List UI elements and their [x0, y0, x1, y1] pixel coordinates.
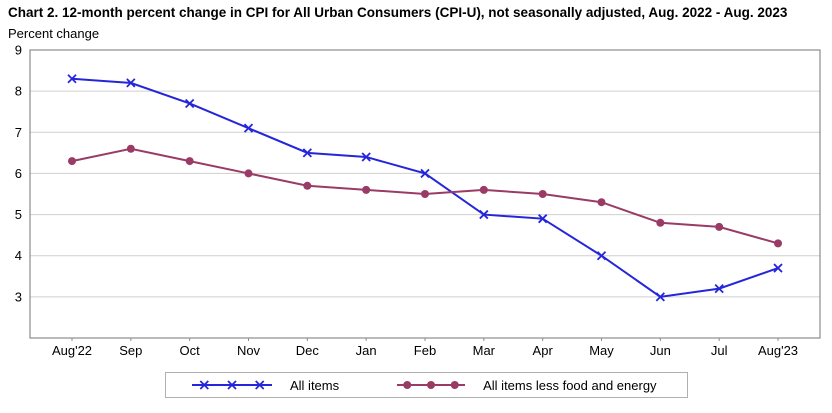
- x-tick-label: Jun: [650, 343, 671, 358]
- all-items-line-sample-icon: [192, 380, 272, 390]
- x-tick-label: Jan: [356, 343, 377, 358]
- x-tick-label: Sep: [119, 343, 142, 358]
- x-tick-label: Mar: [473, 343, 496, 358]
- legend-item-all-items: All items: [190, 378, 339, 393]
- x-tick-label: Aug'23: [758, 343, 798, 358]
- y-axis-unit-label: Percent change: [8, 26, 100, 41]
- series-line-x: [71, 77, 779, 298]
- x-tick-label: Apr: [533, 343, 554, 358]
- x-tick-label: Oct: [180, 343, 201, 358]
- core-line-sample-icon: [397, 381, 466, 389]
- chart-canvas: 3 4 5 6 7 8 9 Aug'22 Sep Oct Nov Dec Jan Feb Mar Apr May…: [15, 43, 821, 358]
- legend-label-core: All items less food and energy: [483, 377, 657, 393]
- legend-label-all-items: All items: [290, 377, 340, 393]
- x-tick-label: Feb: [414, 343, 436, 358]
- y-tick-label: 3: [15, 289, 22, 304]
- y-tick-label: 6: [15, 166, 22, 181]
- y-tick-label: 7: [15, 125, 22, 140]
- y-tick-label: 4: [15, 248, 22, 263]
- chart-legend: All items All items less food and energy: [165, 372, 688, 398]
- y-tick-label: 9: [15, 43, 22, 58]
- y-tick-label: 8: [15, 84, 22, 99]
- x-tick-label: Aug'22: [52, 343, 92, 358]
- chart-title: Chart 2. 12-month percent change in CPI …: [8, 5, 788, 20]
- y-tick-label: 5: [15, 207, 22, 222]
- x-tick-label: May: [589, 343, 614, 358]
- x-tick-label: Nov: [237, 343, 261, 358]
- legend-item-core: All items less food and energy: [395, 377, 657, 393]
- x-tick-label: Dec: [296, 343, 320, 358]
- x-tick-label: Jul: [711, 343, 728, 358]
